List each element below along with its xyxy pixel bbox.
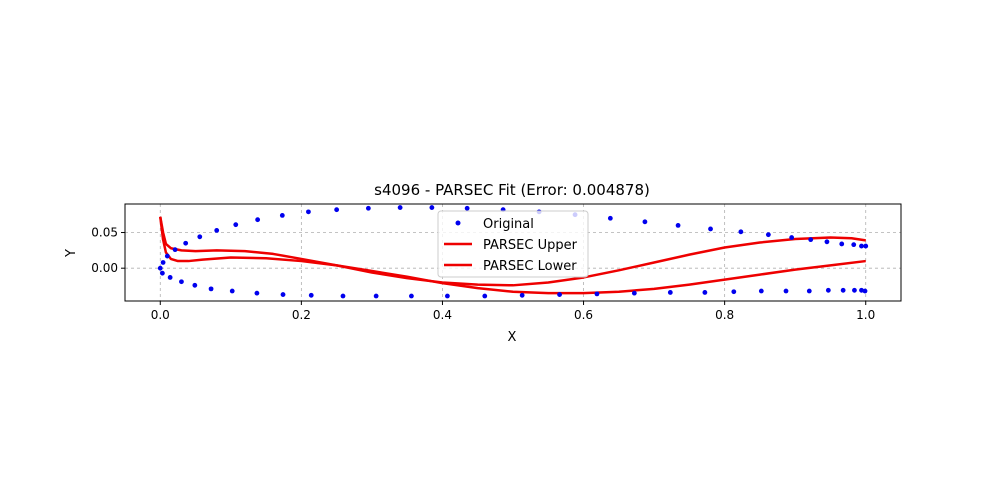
legend-box [437, 210, 589, 278]
original-point [482, 293, 488, 299]
original-point [429, 205, 435, 210]
original-point [444, 293, 450, 299]
original-point [642, 219, 648, 225]
original-point [702, 290, 708, 295]
series-line-parsec-lower [159, 216, 866, 295]
x-tick-label: 0.6 [574, 308, 593, 322]
original-point [863, 243, 869, 249]
plot-frame [124, 203, 902, 302]
original-point [738, 229, 744, 235]
original-point [229, 288, 235, 294]
original-point [852, 287, 857, 293]
x-tick-label: 1.0 [856, 308, 875, 322]
original-point [409, 293, 414, 299]
original-point [183, 240, 189, 246]
original-point [279, 213, 285, 218]
original-point [214, 227, 220, 233]
original-point [765, 232, 771, 238]
original-point [365, 205, 371, 211]
y-tick-label: 0.05 [91, 226, 118, 240]
original-point [280, 292, 286, 297]
original-point [594, 291, 600, 297]
original-point [806, 288, 812, 294]
original-point [197, 234, 203, 240]
original-point [160, 260, 166, 265]
original-point [708, 226, 713, 232]
chart-title: s4096 - PARSEC Fit (Error: 0.004878) [374, 181, 650, 199]
x-tick-label: 0.0 [151, 308, 170, 322]
original-point [783, 288, 789, 294]
original-point [340, 293, 346, 299]
legend-marker-original [455, 220, 461, 226]
original-point [631, 290, 637, 296]
original-point [373, 293, 379, 299]
legend: Original PARSEC Upper PARSEC Lower [437, 210, 589, 278]
original-point [334, 207, 340, 213]
original-point [851, 242, 857, 248]
original-point [824, 239, 830, 245]
original-point [675, 223, 681, 228]
original-point [159, 270, 165, 276]
original-point [464, 205, 470, 211]
original-point [172, 247, 178, 253]
y-axis-label: Y [64, 249, 79, 258]
original-point [839, 241, 845, 247]
original-point [607, 215, 613, 221]
original-point [164, 253, 170, 259]
original-point [557, 292, 562, 297]
y-tick-label: 0.00 [91, 261, 118, 275]
original-point [308, 292, 314, 298]
original-point [519, 292, 525, 298]
original-point [667, 290, 673, 295]
original-point [397, 205, 403, 210]
x-tick-label: 0.8 [715, 308, 734, 322]
original-point [789, 235, 795, 240]
legend-label-original: Original [483, 217, 534, 232]
series-layer [157, 205, 869, 299]
x-tick-label: 0.4 [433, 308, 452, 322]
original-point [192, 282, 198, 288]
original-point [825, 287, 831, 293]
original-point [208, 286, 214, 292]
original-point [859, 243, 864, 249]
original-point [179, 279, 184, 285]
original-point [808, 237, 814, 243]
original-point [167, 275, 173, 280]
original-point [233, 222, 239, 228]
original-point [862, 288, 868, 294]
original-point [255, 217, 261, 223]
ticks: 0.0 0.2 0.4 0.6 0.8 1.0 0.00 0.05 [91, 226, 875, 322]
x-axis-label: X [508, 330, 517, 345]
original-point [306, 209, 311, 215]
original-point [731, 289, 737, 295]
legend-label-parsec-upper: PARSEC Upper [483, 238, 578, 253]
original-point [758, 288, 764, 294]
x-tick-label: 0.2 [292, 308, 311, 322]
original-point [254, 290, 260, 296]
original-point [840, 287, 846, 293]
original-point [157, 265, 163, 271]
legend-label-parsec-lower: PARSEC Lower [483, 259, 577, 274]
